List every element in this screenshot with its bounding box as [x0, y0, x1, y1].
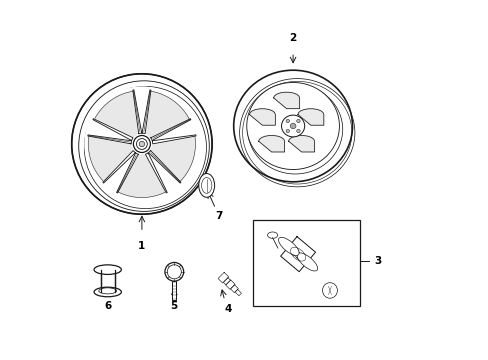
- Polygon shape: [117, 155, 166, 198]
- Polygon shape: [249, 109, 275, 125]
- Polygon shape: [148, 150, 181, 183]
- Ellipse shape: [139, 141, 144, 147]
- Polygon shape: [230, 285, 238, 293]
- Polygon shape: [273, 92, 299, 109]
- Text: 7: 7: [214, 211, 222, 221]
- Ellipse shape: [246, 82, 339, 170]
- Polygon shape: [235, 289, 241, 296]
- Ellipse shape: [136, 139, 147, 149]
- Ellipse shape: [133, 135, 150, 153]
- Polygon shape: [300, 257, 306, 264]
- Polygon shape: [225, 280, 235, 289]
- Ellipse shape: [296, 129, 300, 132]
- Polygon shape: [88, 136, 133, 182]
- Polygon shape: [133, 90, 142, 134]
- Polygon shape: [288, 135, 314, 152]
- Polygon shape: [150, 136, 195, 182]
- Ellipse shape: [297, 253, 317, 271]
- Polygon shape: [280, 237, 315, 272]
- Text: 4: 4: [224, 304, 231, 314]
- Polygon shape: [152, 135, 196, 144]
- Polygon shape: [289, 247, 299, 256]
- Ellipse shape: [94, 287, 121, 297]
- Ellipse shape: [289, 123, 295, 129]
- Bar: [172, 281, 176, 300]
- Polygon shape: [223, 278, 230, 285]
- Ellipse shape: [322, 283, 337, 298]
- Text: 3: 3: [373, 256, 381, 266]
- Text: 2: 2: [289, 33, 296, 43]
- Ellipse shape: [267, 232, 277, 238]
- Polygon shape: [150, 119, 190, 140]
- Ellipse shape: [233, 70, 352, 182]
- Ellipse shape: [296, 120, 300, 123]
- Ellipse shape: [285, 129, 289, 132]
- Ellipse shape: [84, 86, 199, 202]
- Text: 1: 1: [138, 241, 145, 251]
- Ellipse shape: [94, 265, 121, 274]
- Polygon shape: [102, 150, 135, 183]
- Polygon shape: [88, 135, 131, 144]
- Polygon shape: [145, 153, 167, 193]
- Text: 6: 6: [104, 301, 111, 311]
- Bar: [101, 270, 114, 292]
- Polygon shape: [142, 90, 151, 134]
- Polygon shape: [93, 119, 133, 140]
- Text: 5: 5: [170, 301, 178, 311]
- Polygon shape: [296, 253, 304, 261]
- Bar: [253, 220, 359, 306]
- Polygon shape: [294, 251, 300, 257]
- Polygon shape: [304, 261, 309, 267]
- Ellipse shape: [199, 174, 214, 197]
- Ellipse shape: [281, 115, 304, 137]
- Ellipse shape: [164, 262, 183, 281]
- Polygon shape: [218, 273, 228, 283]
- Polygon shape: [116, 153, 138, 193]
- Polygon shape: [143, 91, 189, 138]
- Polygon shape: [297, 109, 323, 125]
- Ellipse shape: [285, 120, 289, 123]
- Polygon shape: [94, 91, 140, 138]
- Ellipse shape: [72, 74, 212, 214]
- Ellipse shape: [278, 237, 299, 256]
- Polygon shape: [258, 135, 284, 152]
